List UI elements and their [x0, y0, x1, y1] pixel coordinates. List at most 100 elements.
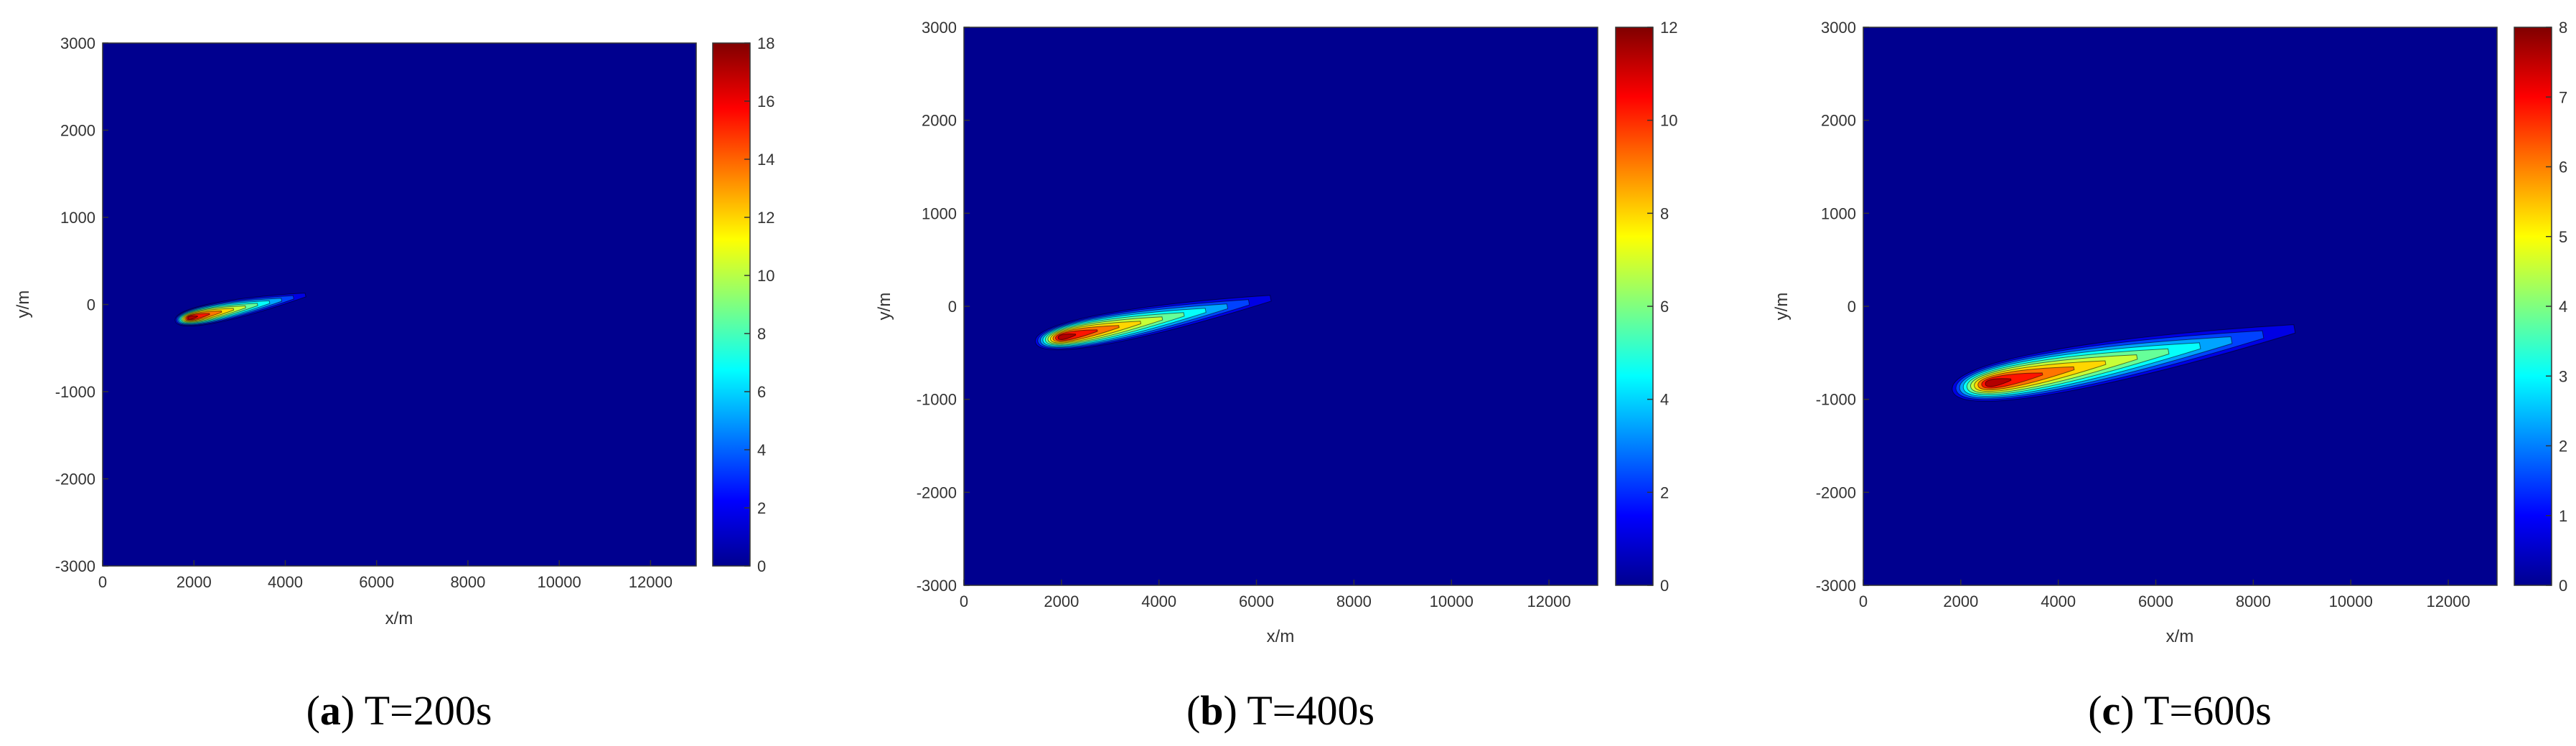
- y-tick-label: 1000: [60, 209, 95, 227]
- y-tick-label: -3000: [917, 577, 957, 595]
- y-tick-label: 2000: [1821, 112, 1856, 130]
- caption-text-a: T=200s: [365, 687, 492, 734]
- x-tick-label: 8000: [1336, 592, 1372, 610]
- x-tick-label: 12000: [629, 573, 673, 591]
- colorbar-tick-label: 7: [2559, 88, 2567, 106]
- x-tick-label: 0: [1859, 592, 1868, 610]
- ylabel-c: y/m: [1772, 293, 1792, 321]
- caption-text-c: T=600s: [2144, 687, 2272, 734]
- y-tick-label: 1000: [1821, 204, 1856, 222]
- x-tick-label: 8000: [450, 573, 485, 591]
- x-tick-label: 10000: [538, 573, 581, 591]
- x-tick-label: 12000: [2426, 592, 2470, 610]
- ylabel-b: y/m: [875, 293, 894, 321]
- plume-shape: [174, 293, 306, 326]
- x-tick-label: 2000: [177, 573, 212, 591]
- y-tick-label: -1000: [1816, 391, 1856, 409]
- colorbar-tick-label: 6: [757, 383, 766, 401]
- colorbar-tick-label: 2: [2559, 438, 2567, 455]
- x-tick-label: 12000: [1527, 592, 1570, 610]
- colorbar-tick-label: 12: [1660, 19, 1677, 37]
- plume-shape: [1952, 324, 2296, 402]
- colorbar-tick-label: 4: [1660, 391, 1669, 409]
- colorbar-tick-label: 8: [1660, 204, 1669, 222]
- plot-area-c: [1863, 27, 2498, 586]
- y-tick-label: 1000: [922, 204, 957, 222]
- y-tick-label: 2000: [60, 122, 95, 140]
- xlabel-c: x/m: [2166, 627, 2194, 646]
- caption-letter-b: b: [1200, 687, 1223, 734]
- colorbar-tick-label: 16: [757, 93, 774, 110]
- x-tick-label: 4000: [268, 573, 303, 591]
- x-tick-label: 0: [98, 573, 107, 591]
- colorbar-tick-label: 5: [2559, 228, 2567, 246]
- caption-a: (a) T=200s: [306, 687, 492, 734]
- x-tick-label: 10000: [1430, 592, 1474, 610]
- caption-letter-a: a: [320, 687, 341, 734]
- plume-contour-level: [1057, 334, 1077, 340]
- x-tick-label: 8000: [2236, 592, 2271, 610]
- xlabel-b: x/m: [1267, 627, 1295, 646]
- y-tick-label: -3000: [55, 557, 95, 575]
- colorbar-ticks-c: 0 1 2 3 4 5 6 7 8: [2546, 19, 2567, 595]
- plot-area-a: [102, 42, 697, 567]
- caption-b: (b) T=400s: [1186, 687, 1374, 734]
- x-tick-label: 6000: [2138, 592, 2173, 610]
- colorbar-ticks-a: 0 2 4 6 8 10 12 14 16 18: [744, 34, 774, 575]
- x-tick-label: 2000: [1044, 592, 1079, 610]
- y-tick-label: -2000: [1816, 483, 1856, 501]
- caption-c: (c) T=600s: [2088, 687, 2272, 734]
- colorbar-tick-label: 10: [1660, 112, 1677, 130]
- colorbar-tick-label: 4: [757, 441, 766, 459]
- panel-b: 0 2000 4000 6000 8000 10000 12000-3000-2000-10…: [875, 19, 1677, 734]
- colorbar-b: [1615, 27, 1654, 586]
- caption-letter-c: c: [2102, 687, 2121, 734]
- plume-shape: [1034, 295, 1272, 351]
- colorbar-tick-label: 6: [1660, 298, 1669, 316]
- colorbar-tick-label: 6: [2559, 159, 2567, 176]
- y-tick-label: -1000: [55, 383, 95, 401]
- colorbar-tick-label: 12: [757, 209, 774, 227]
- x-tick-label: 0: [960, 592, 968, 610]
- y-tick-label: 0: [1847, 298, 1856, 316]
- panel-a: 0 2000 4000 6000 8000 10000 12000-3000-2000-10…: [14, 34, 774, 734]
- colorbar-tick-label: 1: [2559, 507, 2567, 525]
- plume-contour-level: [187, 315, 198, 320]
- colorbar-tick-label: 0: [1660, 577, 1669, 595]
- y-tick-label: 0: [948, 298, 957, 316]
- colorbar-tick-label: 2: [1660, 483, 1669, 501]
- y-tick-label: 3000: [922, 19, 957, 37]
- colorbar-a: [712, 42, 751, 567]
- x-tick-label: 6000: [1239, 592, 1274, 610]
- xlabel-a: x/m: [385, 609, 413, 628]
- ylabel-a: y/m: [14, 291, 33, 318]
- x-tick-label: 6000: [359, 573, 394, 591]
- axes-c: 0 2000 4000 6000 8000 10000 12000-3000-2000-10…: [1816, 19, 2470, 610]
- colorbar-tick-label: 4: [2559, 298, 2567, 316]
- plume-a: [174, 293, 306, 326]
- x-tick-label: 2000: [1943, 592, 1978, 610]
- colorbar-tick-label: 10: [757, 267, 774, 285]
- y-tick-label: 2000: [922, 112, 957, 130]
- axes-b: 0 2000 4000 6000 8000 10000 12000-3000-2000-10…: [917, 19, 1571, 610]
- colorbar-ticks-b: 0 2 4 6 8 10 12: [1647, 19, 1677, 595]
- y-tick-label: 3000: [1821, 19, 1856, 37]
- panel-c: 0 2000 4000 6000 8000 10000 12000-3000-2000-10…: [1772, 19, 2567, 734]
- plume-c: [1952, 324, 2296, 402]
- colorbar-tick-label: 0: [2559, 577, 2567, 595]
- plume-b: [1034, 295, 1272, 351]
- x-tick-label: 4000: [2041, 592, 2076, 610]
- colorbar-c: [2514, 27, 2552, 586]
- colorbar-tick-label: 14: [757, 151, 774, 169]
- y-tick-label: 0: [87, 296, 95, 314]
- y-tick-label: -2000: [917, 483, 957, 501]
- plot-area-b: [963, 27, 1598, 586]
- colorbar-tick-label: 8: [2559, 19, 2567, 37]
- colorbar-tick-label: 2: [757, 499, 766, 517]
- caption-text-b: T=400s: [1247, 687, 1374, 734]
- y-tick-label: -2000: [55, 471, 95, 488]
- plume-contour-level: [1985, 378, 2012, 387]
- colorbar-tick-label: 0: [757, 557, 766, 575]
- colorbar-tick-label: 18: [757, 34, 774, 52]
- axes-a: 0 2000 4000 6000 8000 10000 12000-3000-2000-10…: [55, 34, 673, 591]
